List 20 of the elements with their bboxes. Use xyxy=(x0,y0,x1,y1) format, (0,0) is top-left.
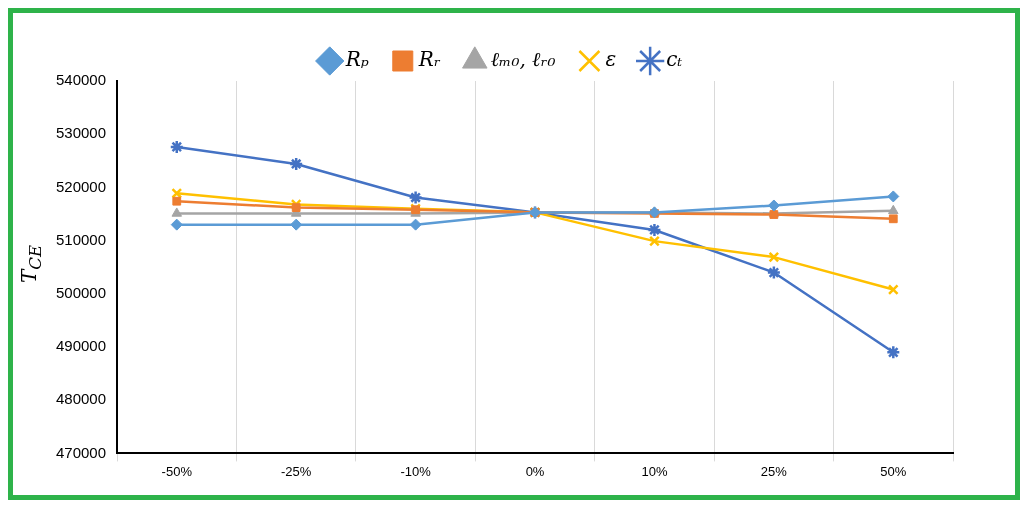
y-tick-label: 480000 xyxy=(55,390,107,408)
x-tick-label: 25% xyxy=(760,463,788,479)
y-tick-label: 540000 xyxy=(55,71,107,89)
y-tick-label: 510000 xyxy=(55,230,107,248)
x-tick-label: -10% xyxy=(400,463,432,479)
legend-label: ε xyxy=(605,47,617,72)
y-tick-label: 470000 xyxy=(55,443,107,461)
legend-label: Rᵣ xyxy=(417,47,441,72)
legend-label: cₜ xyxy=(666,47,683,72)
y-tick-label: 490000 xyxy=(55,337,107,355)
x-tick-label: 0% xyxy=(525,463,545,479)
x-tick-label: -50% xyxy=(161,463,193,479)
y-tick-label: 530000 xyxy=(55,124,107,142)
x-tick-label: -25% xyxy=(281,463,312,479)
x-tick-label: 10% xyxy=(641,463,668,479)
y-tick-label: 500000 xyxy=(55,283,107,301)
y-tick-label: 520000 xyxy=(55,177,107,195)
x-tick-label: 50% xyxy=(880,463,907,479)
legend-label: Rₚ xyxy=(344,47,369,72)
legend-label: ℓₘ₀, ℓᵣ₀ xyxy=(490,47,556,72)
